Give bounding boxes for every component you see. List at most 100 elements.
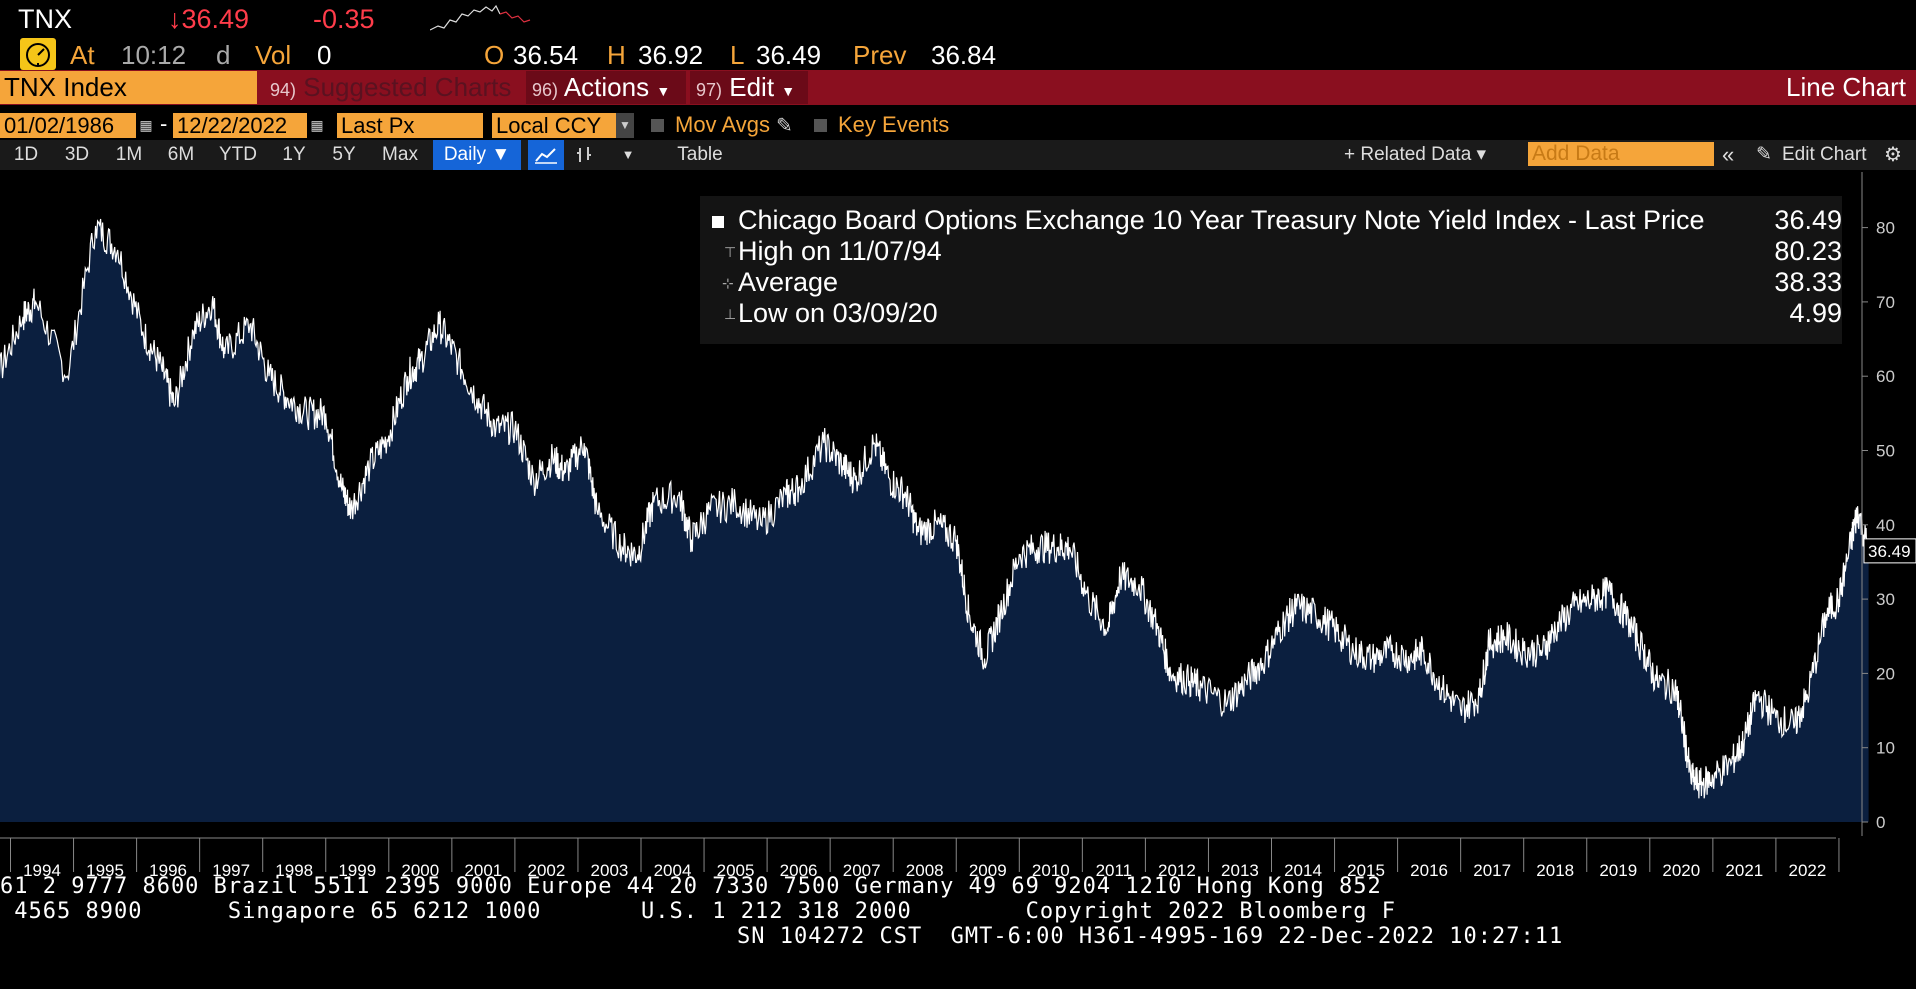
suggested-charts-button[interactable]: 94) Suggested Charts xyxy=(262,71,520,104)
low-marker-icon: ⊥ xyxy=(724,306,737,322)
gear-icon[interactable]: ⚙ xyxy=(1884,144,1902,166)
high-marker-icon: ⊤ xyxy=(724,244,737,260)
legend-high-value: 80.23 xyxy=(1774,236,1842,266)
average-marker-icon: ⊹ xyxy=(722,275,734,291)
last-price-tag-label: 36.49 xyxy=(1868,542,1911,561)
y-tick-label: 60 xyxy=(1876,367,1895,386)
mov-avgs-label[interactable]: Mov Avgs xyxy=(675,112,770,137)
y-tick-label: 30 xyxy=(1876,590,1895,609)
actions-num: 96) xyxy=(532,80,559,100)
x-tick-label: 2003 xyxy=(591,861,629,880)
y-tick-label: 50 xyxy=(1876,442,1895,461)
x-tick-label: 2014 xyxy=(1284,861,1322,880)
legend-low-label: Low on 03/09/20 xyxy=(738,298,938,328)
footer-line-1: 61 2 9777 8600 Brazil 5511 2395 9000 Eur… xyxy=(0,874,1382,899)
legend-average-label: Average xyxy=(738,267,839,297)
mov-avgs-checkbox[interactable] xyxy=(651,119,664,132)
edit-button[interactable]: 97) Edit ▼ xyxy=(690,71,808,104)
legend-high-label: High on 11/07/94 xyxy=(738,236,942,266)
x-tick-label: 2020 xyxy=(1662,861,1700,880)
edit-num: 97) xyxy=(696,80,723,100)
y-tick-label: 40 xyxy=(1876,516,1895,535)
currency-select[interactable]: Local CCY xyxy=(492,113,616,138)
period-5y[interactable]: 5Y xyxy=(332,144,356,165)
x-tick-label: 2017 xyxy=(1473,861,1511,880)
open-value: 36.54 xyxy=(513,40,579,70)
chevron-down-icon[interactable]: ▼ xyxy=(621,147,635,162)
period-1d[interactable]: 1D xyxy=(13,144,39,165)
pencil-icon[interactable]: ✎ xyxy=(1756,144,1772,165)
suggested-label: Suggested Charts xyxy=(303,72,512,102)
sparkline-icon xyxy=(430,4,531,31)
chevron-down-icon[interactable]: ▼ xyxy=(616,113,634,138)
chart-legend xyxy=(700,196,1842,344)
y-tick-label: 10 xyxy=(1876,739,1895,758)
legend-average-value: 38.33 xyxy=(1774,267,1842,297)
key-events-checkbox[interactable] xyxy=(814,119,827,132)
x-tick-label: 2021 xyxy=(1725,861,1763,880)
series-area xyxy=(0,219,1869,822)
calendar-icon[interactable]: ▦ xyxy=(310,117,324,133)
gauge-icon[interactable] xyxy=(20,38,56,70)
quote-time: 10:12 xyxy=(121,40,187,70)
x-tick-label: 2011 xyxy=(1096,861,1133,880)
high-label: H xyxy=(607,40,626,70)
end-date-field[interactable]: 12/22/2022 xyxy=(173,113,307,138)
line-chart-icon[interactable] xyxy=(528,140,564,170)
x-tick-label: 2001 xyxy=(464,861,502,880)
y-tick-label: 70 xyxy=(1876,293,1895,312)
period-6m[interactable]: 6M xyxy=(167,144,195,165)
chevron-down-icon: ▼ xyxy=(656,83,671,99)
actions-label: Actions xyxy=(563,72,650,102)
x-tick-label: 2004 xyxy=(654,861,692,880)
last-price: ↓36.49 xyxy=(168,4,250,34)
edit-label: Edit xyxy=(729,72,775,102)
x-tick-label: 2012 xyxy=(1158,861,1196,880)
frequency-select[interactable]: Daily ▼ xyxy=(433,140,521,170)
y-tick-label: 80 xyxy=(1876,219,1895,238)
table-button[interactable]: Table xyxy=(677,144,723,165)
x-axis: 1994 1995 1996 1997 1998 1999 2000 2001 2002 2003… xyxy=(0,837,1840,880)
suggested-num: 94) xyxy=(270,80,297,100)
x-tick-label: 1994 xyxy=(23,861,61,880)
ticker-symbol: TNX xyxy=(18,4,72,34)
bar-chart-icon[interactable] xyxy=(568,140,600,170)
period-ytd[interactable]: YTD xyxy=(219,144,257,165)
add-data-input[interactable]: Add Data xyxy=(1528,142,1714,166)
x-tick-label: 2016 xyxy=(1410,861,1448,880)
prev-value: 36.84 xyxy=(931,40,997,70)
chart-type-label: Line Chart xyxy=(1786,72,1906,102)
y-tick-label: 0 xyxy=(1876,813,1885,832)
function-bar xyxy=(0,70,1916,105)
edit-chart-button[interactable]: Edit Chart xyxy=(1782,144,1867,165)
plot-area xyxy=(0,218,1870,822)
security-field[interactable]: TNX Index xyxy=(0,71,257,104)
footer-line-3: SN 104272 CST GMT-6:00 H361-4995-169 22-… xyxy=(737,924,1564,949)
footer-line-2: 4565 8900 Singapore 65 6212 1000 U.S. 1 … xyxy=(0,899,1397,924)
actions-button[interactable]: 96) Actions ▼ xyxy=(526,71,686,104)
x-tick-label: 1996 xyxy=(149,861,187,880)
start-date-field[interactable]: 01/02/1986 xyxy=(0,113,136,138)
legend-low-value: 4.99 xyxy=(1789,298,1842,328)
legend-series-name: Chicago Board Options Exchange 10 Year T… xyxy=(738,205,1705,235)
x-tick-label: 2019 xyxy=(1599,861,1637,880)
period-1y[interactable]: 1Y xyxy=(282,144,306,165)
x-tick-label: 2005 xyxy=(717,861,755,880)
double-chevron-left-icon[interactable]: « xyxy=(1722,142,1735,167)
x-tick-label: 1998 xyxy=(275,861,313,880)
legend-last-value: 36.49 xyxy=(1774,205,1842,235)
quote-time-suffix: d xyxy=(216,40,231,70)
chevron-down-icon: ▼ xyxy=(781,83,796,99)
open-label: O xyxy=(484,40,505,70)
pencil-icon[interactable]: ✎ xyxy=(776,115,793,137)
period-3d[interactable]: 3D xyxy=(64,144,90,165)
price-field-select[interactable]: Last Px xyxy=(337,113,483,138)
related-data-button[interactable]: + Related Data ▾ xyxy=(1344,144,1487,165)
series-color-swatch xyxy=(712,216,724,228)
calendar-icon[interactable]: ▦ xyxy=(139,117,153,133)
x-tick-label: 2018 xyxy=(1536,861,1574,880)
period-1m[interactable]: 1M xyxy=(115,144,143,165)
key-events-label[interactable]: Key Events xyxy=(838,112,950,137)
period-max[interactable]: Max xyxy=(382,144,418,165)
